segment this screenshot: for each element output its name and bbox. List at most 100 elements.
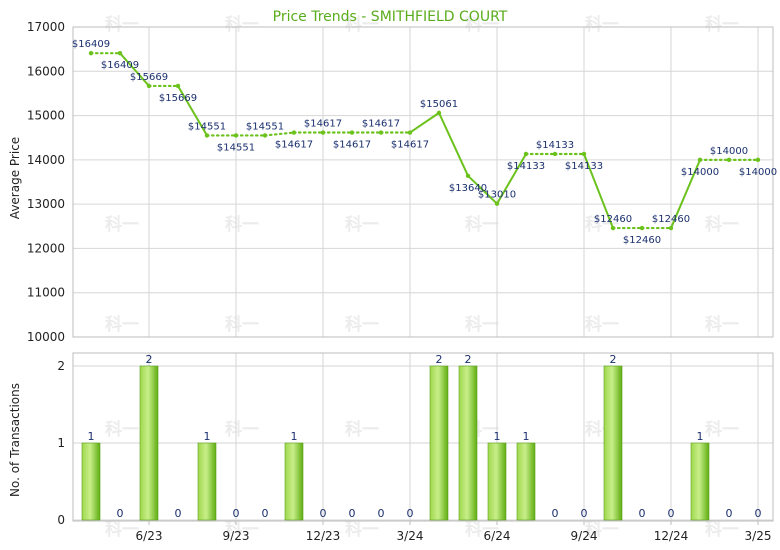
price-data-label: $12460 <box>594 214 632 225</box>
x-tick-label: 12/23 <box>306 529 341 543</box>
transaction-count-label: 2 <box>436 353 443 366</box>
price-point <box>262 133 268 138</box>
transaction-count-label: 1 <box>494 430 501 443</box>
transaction-count-label: 0 <box>726 507 733 520</box>
transaction-count-label: 1 <box>88 430 95 443</box>
price-line-segment <box>263 131 296 137</box>
transaction-bar <box>458 365 478 521</box>
watermark-text: 科一 <box>465 314 499 335</box>
watermark-text: 科一 <box>585 14 619 35</box>
transaction-count-label: 0 <box>668 507 675 520</box>
watermark-text: 科一 <box>585 519 619 540</box>
transaction-count-label: 2 <box>146 353 153 366</box>
price-data-label: $14133 <box>536 140 574 151</box>
price-point <box>465 173 471 178</box>
transaction-count-label: 0 <box>233 507 240 520</box>
price-tick-label: 11000 <box>27 286 65 300</box>
price-tick-label: 12000 <box>27 241 65 255</box>
transaction-count-label: 2 <box>465 353 472 366</box>
price-axis-title: Average Price <box>8 137 22 219</box>
price-point <box>88 50 94 56</box>
price-tick-label: 13000 <box>27 197 65 211</box>
watermark-text: 科一 <box>465 519 499 540</box>
price-data-label: $12460 <box>623 235 661 246</box>
transaction-bar <box>603 365 623 521</box>
watermark-text: 科一 <box>105 214 139 235</box>
price-point <box>233 133 239 138</box>
price-line-segment <box>670 158 701 230</box>
watermark-text: 科一 <box>585 314 619 335</box>
transaction-count-label: 1 <box>697 430 704 443</box>
x-tick-label: 12/24 <box>654 529 689 543</box>
watermark-text: 科一 <box>345 419 379 440</box>
transaction-bar <box>284 442 304 521</box>
price-data-label: $14000 <box>681 167 719 178</box>
price-data-label: $14617 <box>391 140 429 151</box>
transaction-count-label: 0 <box>175 507 182 520</box>
price-plot-frame <box>72 26 774 338</box>
price-data-label: $14133 <box>507 161 545 172</box>
watermark-text: 科一 <box>705 314 739 335</box>
watermark-text: 科一 <box>105 14 139 35</box>
transaction-bar <box>487 442 507 521</box>
watermark-text: 科一 <box>345 314 379 335</box>
price-point <box>175 83 181 89</box>
price-data-label: $15669 <box>130 72 168 83</box>
price-data-label: $14133 <box>565 161 603 172</box>
watermark-text: 科一 <box>705 14 739 35</box>
price-line-segment <box>438 111 469 177</box>
watermark-text: 科一 <box>345 214 379 235</box>
price-point <box>639 225 645 231</box>
price-line-segment <box>177 84 208 137</box>
transaction-bar <box>81 442 101 521</box>
transaction-count-label: 0 <box>639 507 646 520</box>
price-tick-label: 17000 <box>27 20 65 34</box>
transaction-count-label: 0 <box>552 507 559 520</box>
price-data-label: $15669 <box>159 93 197 104</box>
price-data-label: $16409 <box>72 39 110 50</box>
price-line-segment <box>496 152 527 205</box>
transaction-bar <box>429 365 449 521</box>
price-point <box>291 130 297 135</box>
transaction-count-label: 0 <box>407 507 414 520</box>
watermark-text: 科一 <box>705 214 739 235</box>
watermark-text: 科一 <box>225 14 259 35</box>
price-line-segment <box>583 152 614 230</box>
transaction-count-label: 0 <box>320 507 327 520</box>
price-data-label: $14551 <box>188 121 226 132</box>
transaction-bar <box>516 442 536 521</box>
price-data-label: $14617 <box>362 119 400 130</box>
price-point <box>407 130 413 135</box>
transaction-bar <box>690 442 710 521</box>
transaction-bar <box>139 365 159 521</box>
price-point <box>204 133 210 138</box>
price-data-label: $14551 <box>217 142 255 153</box>
price-data-label: $14551 <box>246 121 284 132</box>
transaction-count-label: 2 <box>610 353 617 366</box>
price-point <box>436 110 442 116</box>
x-tick-label: 6/23 <box>136 529 163 543</box>
watermark-text: 科一 <box>105 519 139 540</box>
watermark-text: 科一 <box>105 314 139 335</box>
price-data-label: $12460 <box>652 214 690 225</box>
x-tick-label: 3/25 <box>745 529 772 543</box>
price-data-label: $13010 <box>478 190 516 201</box>
price-data-label: $14617 <box>275 140 313 151</box>
transaction-count-label: 0 <box>378 507 385 520</box>
transactions-tick-label: 2 <box>57 359 65 373</box>
transaction-count-label: 1 <box>523 430 530 443</box>
transactions-tick-label: 0 <box>57 513 65 527</box>
transactions-tick-label: 1 <box>57 436 65 450</box>
watermark-text: 科一 <box>465 214 499 235</box>
watermark-text: 科一 <box>225 519 259 540</box>
price-data-label: $14617 <box>333 140 371 151</box>
price-point <box>755 157 761 163</box>
price-line-segment <box>467 174 498 205</box>
watermark-text: 科一 <box>105 419 139 440</box>
price-tick-label: 14000 <box>27 153 65 167</box>
watermark-text: 科一 <box>705 519 739 540</box>
price-point <box>610 225 616 231</box>
transaction-count-label: 0 <box>755 507 762 520</box>
chart-title: Price Trends - SMITHFIELD COURT <box>273 9 508 25</box>
